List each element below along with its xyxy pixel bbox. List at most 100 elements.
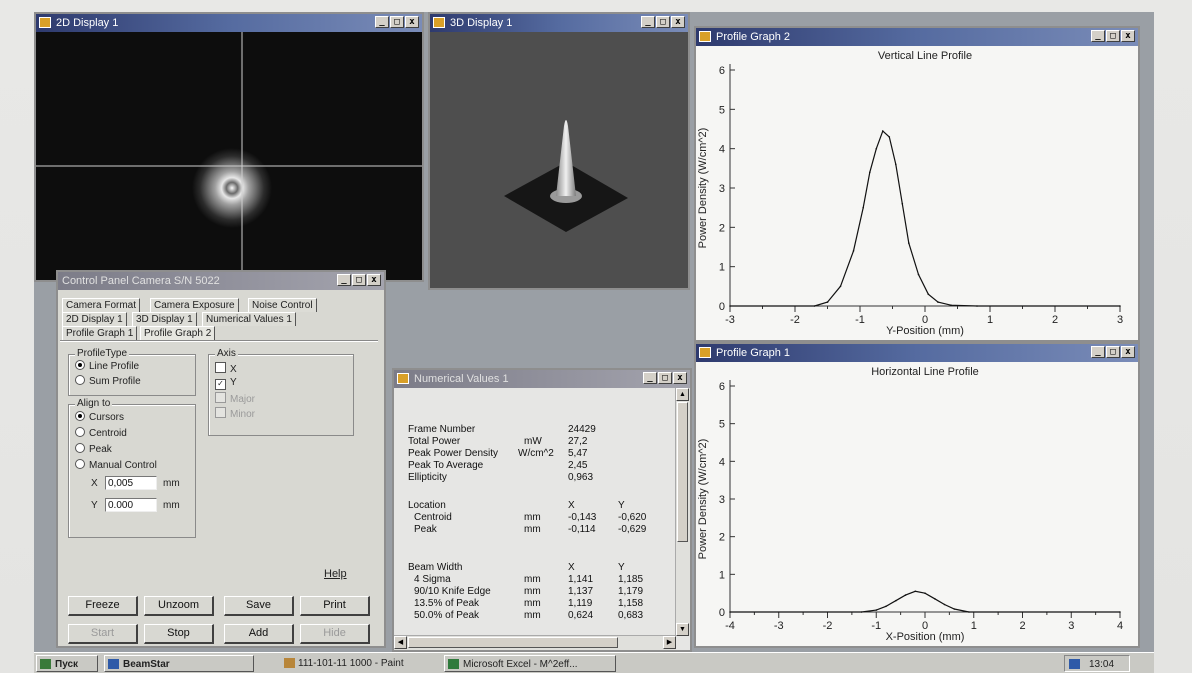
window-2d-display[interactable]: 2D Display 1 _ □ x (34, 12, 424, 282)
tab-numerical-values[interactable]: Numerical Values 1 (202, 312, 296, 326)
horizontal-scrollbar[interactable]: ◀ ▶ (394, 635, 676, 650)
scroll-thumb[interactable] (408, 637, 618, 648)
scroll-down-arrow-icon[interactable]: ▼ (676, 623, 689, 636)
row-unit: mm (524, 512, 541, 523)
minimize-button[interactable]: _ (337, 274, 351, 286)
titlebar-2d-display[interactable]: 2D Display 1 _ □ x (36, 14, 422, 32)
maximize-button[interactable]: □ (658, 372, 672, 384)
y-tick-label: 5 (719, 104, 725, 116)
titlebar-numerical-values[interactable]: Numerical Values 1 _ □ x (394, 370, 690, 388)
tab-2d-display[interactable]: 2D Display 1 (62, 312, 127, 326)
titlebar-profile-graph-1[interactable]: Profile Graph 1 _ □ x (696, 344, 1138, 362)
window-3d-display[interactable]: 3D Display 1 _ □ x (428, 12, 690, 290)
option-label: Centroid (89, 428, 127, 439)
window-control-panel[interactable]: Control Panel Camera S/N 5022 _ □ x Came… (56, 270, 386, 648)
align-to-group: Align to Cursors Centroid Peak Manual Co… (68, 398, 196, 538)
plot-area-2[interactable]: Vertical Line Profile 0 1 2 3 4 5 6 -3 -2 -1 0 1 2 3 Y-… (696, 46, 1138, 340)
titlebar-profile-graph-2[interactable]: Profile Graph 2 _ □ x (696, 28, 1138, 46)
titlebar-control-panel[interactable]: Control Panel Camera S/N 5022 _ □ x (58, 272, 384, 290)
checkbox-x[interactable]: X (215, 362, 237, 376)
row-label: Peak To Average (408, 460, 484, 471)
radio-centroid[interactable]: Centroid (75, 427, 127, 440)
y-value-input[interactable]: 0.000 (105, 498, 157, 512)
maximize-button[interactable]: □ (390, 16, 404, 28)
option-label: Line Profile (89, 361, 140, 372)
row-unit: mm (524, 610, 541, 621)
print-button[interactable]: Print (300, 596, 370, 616)
tab-camera-exposure[interactable]: Camera Exposure (150, 298, 239, 312)
minimize-button[interactable]: _ (643, 372, 657, 384)
graph-client-1[interactable]: Horizontal Line Profile 0 1 2 3 4 5 6 -4 -3 -2 -1 0 1… (696, 362, 1138, 646)
y-tick-label: 6 (719, 65, 725, 77)
minimize-button[interactable]: _ (641, 16, 655, 28)
stop-button[interactable]: Stop (144, 624, 214, 644)
minimize-button[interactable]: _ (1091, 346, 1105, 358)
graph-client-2[interactable]: Vertical Line Profile 0 1 2 3 4 5 6 -3 -2 -1 0 1 2 3 Y-… (696, 46, 1138, 340)
radio-cursors[interactable]: Cursors (75, 411, 124, 424)
window-numerical-values[interactable]: Numerical Values 1 _ □ x Frame Number 24… (392, 368, 692, 652)
scroll-left-arrow-icon[interactable]: ◀ (394, 636, 407, 649)
radio-line-profile[interactable]: Line Profile (75, 360, 139, 373)
radio-sum-profile[interactable]: Sum Profile (75, 375, 141, 388)
add-button[interactable]: Add (224, 624, 294, 644)
row-y: 1,179 (618, 586, 644, 597)
tab-noise-control[interactable]: Noise Control (248, 298, 317, 312)
scroll-thumb[interactable] (677, 402, 688, 542)
row-label: Total Power (408, 436, 461, 447)
close-button[interactable]: x (671, 16, 685, 28)
maximize-button[interactable]: □ (656, 16, 670, 28)
vertical-scrollbar[interactable]: ▲ ▼ (675, 388, 690, 636)
profile-data-point (888, 136, 891, 138)
numerical-values-table: Frame Number 24429 Total Power mW 27,2 P… (394, 388, 676, 636)
maximize-button[interactable]: □ (352, 274, 366, 286)
close-button[interactable]: x (1121, 346, 1135, 358)
profile-data-point (852, 250, 855, 252)
tab-3d-display[interactable]: 3D Display 1 (132, 312, 197, 326)
taskbar-item-beamstar[interactable]: BeamStar (104, 655, 254, 672)
help-link[interactable]: Help (324, 568, 347, 580)
minimize-button[interactable]: _ (375, 16, 389, 28)
freeze-button[interactable]: Freeze (68, 596, 138, 616)
close-button[interactable]: x (367, 274, 381, 286)
scroll-up-arrow-icon[interactable]: ▲ (676, 388, 689, 401)
plot-area-1[interactable]: Horizontal Line Profile 0 1 2 3 4 5 6 -4 -3 -2 -1 0 1… (696, 362, 1138, 646)
taskbar-item-paint[interactable]: 111-101-11 1000 - Paint (284, 655, 448, 672)
x-value-input[interactable]: 0,005 (105, 476, 157, 490)
profile-data-point (1119, 611, 1121, 613)
close-button[interactable]: x (673, 372, 687, 384)
window-title: Control Panel Camera S/N 5022 (62, 275, 220, 287)
profile-data-point (908, 242, 910, 244)
maximize-button[interactable]: □ (1106, 30, 1120, 42)
radio-manual-control[interactable]: Manual Control (75, 459, 157, 472)
profile-data-point (860, 611, 863, 613)
tab-profile-graph-1[interactable]: Profile Graph 1 (62, 326, 138, 340)
row-x: 2,45 (568, 460, 588, 471)
beam-image-3d[interactable] (430, 32, 688, 288)
unzoom-button[interactable]: Unzoom (144, 596, 214, 616)
save-button[interactable]: Save (224, 596, 294, 616)
row-unit: mm (524, 586, 541, 597)
profile-series-line (730, 129, 1120, 307)
close-button[interactable]: x (405, 16, 419, 28)
taskbar-item-excel[interactable]: Microsoft Excel - M^2eff... (444, 655, 616, 672)
radio-peak[interactable]: Peak (75, 443, 112, 456)
tab-camera-format[interactable]: Camera Format (62, 298, 141, 312)
titlebar-3d-display[interactable]: 3D Display 1 _ □ x (430, 14, 688, 32)
numerical-values-body: Frame Number 24429 Total Power mW 27,2 P… (394, 388, 690, 650)
tab-profile-graph-2[interactable]: Profile Graph 2 (140, 326, 216, 340)
maximize-button[interactable]: □ (1106, 346, 1120, 358)
window-title: 2D Display 1 (56, 17, 119, 29)
row-y: 0,683 (618, 610, 644, 621)
start-menu-button[interactable]: Пуск (36, 655, 98, 672)
profile-data-point (934, 598, 936, 600)
close-button[interactable]: x (1121, 30, 1135, 42)
minimize-button[interactable]: _ (1091, 30, 1105, 42)
row-unit: mm (524, 598, 541, 609)
window-profile-graph-2[interactable]: Profile Graph 2 _ □ x Vertical Line Prof… (694, 26, 1140, 342)
checkbox-y[interactable]: ✓ Y (215, 377, 237, 390)
beam-image-2d[interactable] (36, 32, 422, 280)
location-header: Location (408, 500, 446, 511)
scroll-right-arrow-icon[interactable]: ▶ (663, 636, 676, 649)
beam-3d-svg (504, 120, 628, 232)
window-profile-graph-1[interactable]: Profile Graph 1 _ □ x Horizontal Line Pr… (694, 342, 1140, 648)
